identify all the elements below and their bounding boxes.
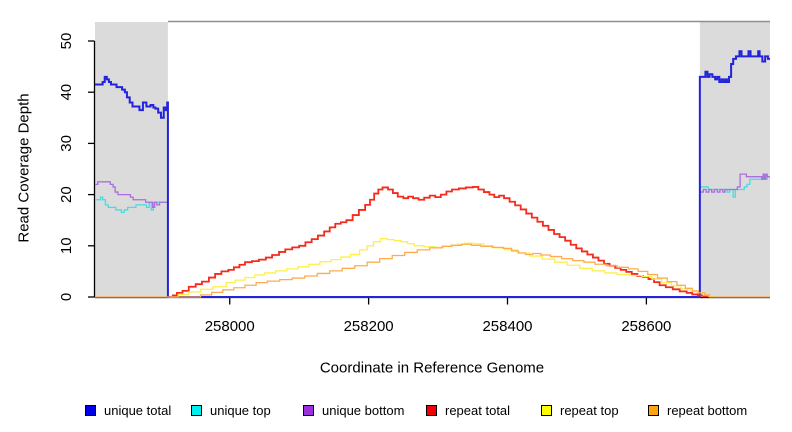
legend-label: repeat top: [560, 402, 619, 418]
y-tick-label: 30: [58, 135, 75, 152]
legend-label: repeat total: [445, 402, 511, 418]
x-tick-label: 258400: [482, 318, 532, 335]
legend-label: unique bottom: [322, 402, 405, 418]
legend-item-unique-top: unique top: [191, 402, 271, 418]
legend-item-repeat-bottom: repeat bottom: [648, 402, 747, 418]
x-tick-label: 258000: [205, 318, 255, 335]
y-tick-label: 0: [58, 293, 75, 301]
legend-swatch-repeat-top: [541, 404, 552, 416]
series-repeat-total-line: [169, 186, 710, 298]
legend-swatch-repeat-total: [426, 404, 437, 416]
masked-region-right: [699, 22, 770, 299]
y-tick-label: 20: [58, 186, 75, 203]
legend-swatch-unique-bottom: [303, 404, 314, 416]
x-tick-label: 258200: [344, 318, 394, 335]
legend-item-repeat-top: repeat top: [541, 402, 619, 418]
x-axis-title: Coordinate in Reference Genome: [319, 359, 545, 377]
legend-swatch-unique-total: [85, 404, 96, 416]
y-tick-label: 50: [58, 33, 75, 50]
legend-swatch-repeat-bottom: [648, 404, 659, 416]
legend-item-unique-total: unique total: [85, 402, 171, 418]
legend-label: unique top: [210, 402, 271, 418]
legend: unique total unique top unique bottom repea…: [0, 402, 792, 420]
y-tick-label: 40: [58, 84, 75, 101]
legend-item-unique-bottom: unique bottom: [303, 402, 404, 418]
y-axis-title: Read Coverage Depth: [15, 93, 33, 243]
legend-swatch-unique-top: [191, 404, 202, 416]
series-unique-total-line: [95, 50, 770, 298]
masked-region-left: [95, 22, 168, 299]
series-repeat-bottom-line: [95, 243, 770, 298]
legend-label: repeat bottom: [667, 402, 748, 418]
series-unique-bottom-line: [95, 173, 770, 298]
y-tick-label: 10: [58, 237, 75, 254]
x-tick-label: 258600: [621, 318, 671, 335]
legend-label: unique total: [104, 402, 172, 418]
legend-item-repeat-total: repeat total: [426, 402, 510, 418]
